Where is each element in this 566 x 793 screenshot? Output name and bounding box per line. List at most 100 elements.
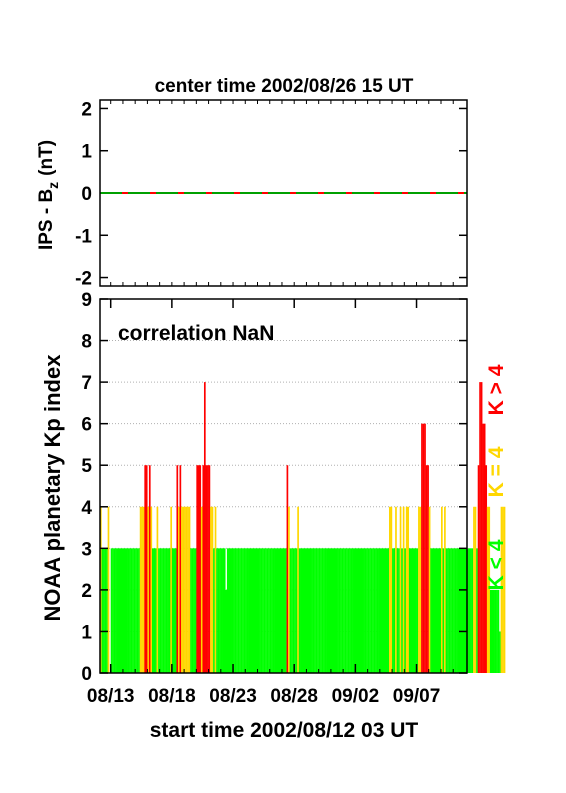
kp-bar xyxy=(265,548,267,673)
legend-k-less-4: K < 4 xyxy=(485,539,508,590)
kp-bar xyxy=(330,548,333,673)
kp-bar xyxy=(277,548,280,673)
kp-bar xyxy=(104,548,107,673)
kp-bar xyxy=(344,548,347,673)
kp-bar xyxy=(482,423,484,673)
kp-bar xyxy=(337,548,339,673)
kp-ytick-label: 8 xyxy=(81,332,92,353)
kp-bar xyxy=(497,589,500,673)
kp-bar xyxy=(373,548,376,673)
kp-bar xyxy=(353,548,356,673)
kp-bar xyxy=(387,548,390,673)
kp-bar xyxy=(103,548,105,673)
kp-ytick-label: 6 xyxy=(81,415,92,436)
kp-bar xyxy=(269,548,272,673)
kp-bar xyxy=(213,548,215,673)
kp-bar xyxy=(148,465,151,673)
kp-bar xyxy=(479,382,481,673)
kp-bar xyxy=(200,506,203,673)
kp-bar xyxy=(384,548,387,673)
kp-bar xyxy=(179,465,182,673)
kp-bar xyxy=(315,548,318,673)
kp-bar xyxy=(274,548,277,673)
kp-bar xyxy=(390,506,393,673)
kp-bar xyxy=(301,548,304,673)
top-ylabel-subscript: z xyxy=(45,182,61,189)
kp-bar xyxy=(343,548,345,673)
kp-bar xyxy=(476,548,478,673)
kp-bar xyxy=(211,506,214,673)
kp-bar xyxy=(225,589,228,673)
kp-bar xyxy=(233,548,235,673)
kp-bar xyxy=(239,548,241,673)
kp-bar xyxy=(379,548,382,673)
kp-bar xyxy=(346,548,348,673)
kp-bar xyxy=(347,548,350,673)
kp-ytick-label: 1 xyxy=(81,622,92,643)
kp-bar xyxy=(338,548,341,673)
kp-bar xyxy=(237,548,240,673)
kp-bar xyxy=(107,506,110,673)
kp-bar xyxy=(450,548,452,673)
kp-bar xyxy=(202,465,205,673)
kp-bar xyxy=(124,548,127,673)
kp-bar xyxy=(459,548,462,673)
kp-ytick-label: 9 xyxy=(81,290,92,311)
kp-bar xyxy=(300,548,302,673)
kp-bar xyxy=(135,548,137,673)
kp-bar xyxy=(332,548,335,673)
kp-bar xyxy=(119,548,122,673)
kp-bar xyxy=(492,589,495,673)
legend-k-greater-4: K > 4 xyxy=(485,364,508,415)
kp-bar xyxy=(133,548,136,673)
kp-ytick-label: 2 xyxy=(81,581,92,602)
kp-bar xyxy=(404,548,406,673)
kp-bar xyxy=(164,548,166,673)
kp-bar xyxy=(257,548,260,673)
top-ylabel-main: IPS - B xyxy=(36,189,57,250)
kp-bar xyxy=(121,548,124,673)
kp-bar xyxy=(113,548,116,673)
kp-bar xyxy=(398,548,400,673)
kp-bar xyxy=(309,548,312,673)
kp-bar xyxy=(168,548,171,673)
kp-bar xyxy=(141,506,143,673)
kp-bar xyxy=(457,548,460,673)
kp-bar xyxy=(311,548,313,673)
kp-bar xyxy=(171,548,174,673)
bottom-panel-ylabel: NOAA planetary Kp index xyxy=(40,354,65,622)
kp-bar xyxy=(389,506,391,673)
kp-bar xyxy=(145,465,148,673)
kp-xtick-label: 08/23 xyxy=(209,686,257,707)
kp-bar xyxy=(156,506,159,673)
bottom-panel-frame xyxy=(99,298,468,674)
kp-bar xyxy=(312,548,315,673)
kp-bar xyxy=(460,548,463,673)
kp-bar xyxy=(144,465,147,673)
kp-bar xyxy=(349,548,351,673)
kp-bar xyxy=(474,506,477,673)
kp-bar xyxy=(165,548,168,673)
kp-bar xyxy=(278,548,281,673)
kp-bar xyxy=(395,506,397,673)
kp-bar xyxy=(366,548,368,673)
kp-bar xyxy=(333,548,336,673)
kp-bar xyxy=(367,548,370,673)
kp-bar xyxy=(196,465,199,673)
kp-bar xyxy=(181,506,183,673)
kp-bar xyxy=(473,506,475,673)
kp-bar xyxy=(323,548,325,673)
kp-bar xyxy=(304,548,307,673)
kp-bar xyxy=(170,506,173,673)
kp-bar xyxy=(129,548,131,673)
kp-bar xyxy=(350,548,353,673)
kp-bar xyxy=(448,548,451,673)
kp-bar xyxy=(248,548,251,673)
kp-bar xyxy=(223,548,226,673)
kp-bar xyxy=(153,548,156,673)
kp-xtick-label: 08/18 xyxy=(148,686,196,707)
kp-bar xyxy=(453,548,455,673)
kp-bar xyxy=(376,548,379,673)
kp-bar xyxy=(418,506,420,673)
